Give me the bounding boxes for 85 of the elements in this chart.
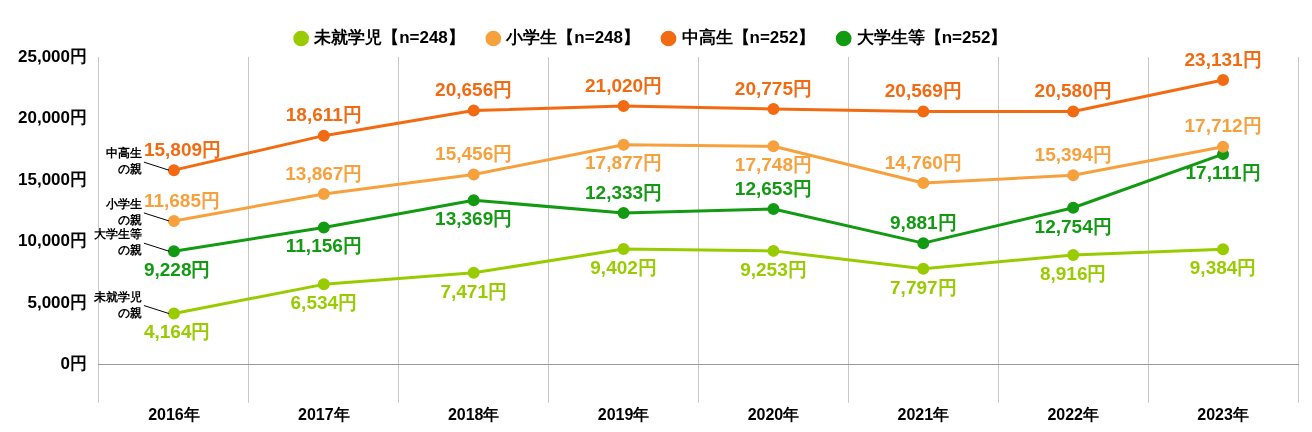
data-label: 12,754円 [1034, 215, 1112, 237]
data-label: 15,809円 [143, 138, 222, 160]
point [317, 278, 330, 291]
point [767, 140, 780, 153]
data-label: 4,164円 [143, 321, 211, 343]
data-label: 13,369円 [435, 207, 513, 229]
data-label: 9,881円 [890, 211, 957, 233]
x-tick-label: 2023年 [1197, 405, 1249, 423]
data-label: 17,111円 [1185, 161, 1261, 183]
data-label: 21,020円 [585, 74, 663, 96]
point [167, 164, 180, 177]
point [917, 237, 930, 250]
x-tick-label: 2016年 [148, 405, 200, 423]
point [1217, 140, 1230, 153]
point [167, 307, 180, 320]
point [617, 243, 630, 256]
point [917, 262, 930, 275]
point [917, 177, 930, 190]
annotation: 小学生の親 [104, 197, 142, 228]
point [617, 138, 630, 151]
point [1217, 243, 1230, 256]
point [1067, 249, 1080, 262]
data-label: 11,156円 [285, 235, 362, 257]
data-label: 15,456円 [435, 143, 513, 165]
data-label: 17,748円 [734, 154, 812, 176]
point [467, 104, 480, 117]
data-label: 20,580円 [1034, 80, 1112, 102]
point [167, 214, 180, 227]
point [1067, 105, 1080, 118]
point [1067, 201, 1080, 214]
data-label: 9,228円 [143, 258, 211, 280]
point [767, 103, 780, 116]
data-label: 11,685円 [143, 189, 221, 211]
data-label: 15,394円 [1034, 144, 1112, 165]
point [767, 203, 780, 216]
point [617, 206, 630, 219]
y-tick-label: 25,000円 [18, 46, 87, 66]
x-tick-label: 2022年 [1047, 405, 1099, 423]
y-tick-label: 20,000円 [18, 108, 87, 128]
y-tick-label: 5,000円 [27, 292, 87, 312]
data-label: 20,569円 [884, 80, 962, 102]
point [167, 245, 180, 258]
annotation: 未就学児の親 [92, 289, 142, 320]
data-label: 18,611円 [285, 104, 362, 126]
y-tick-label: 10,000円 [18, 231, 87, 251]
data-label: 8,916円 [1039, 262, 1107, 284]
data-label: 17,712円 [1184, 115, 1262, 137]
point [1217, 74, 1230, 87]
data-label: 9,384円 [1189, 257, 1257, 278]
x-tick-label: 2020年 [747, 405, 800, 423]
data-label: 23,131円 [1184, 48, 1262, 70]
x-tick-label: 2021年 [897, 405, 950, 423]
data-label: 6,534円 [290, 292, 358, 314]
point [617, 100, 630, 112]
data-label: 20,656円 [435, 79, 513, 101]
point [767, 244, 780, 257]
legend-label: 中高生【n=252】 [681, 28, 816, 48]
annotation: 中高生の親 [105, 146, 142, 177]
point [1067, 169, 1080, 182]
y-tick-label: 0円 [60, 354, 87, 374]
legend-label: 小学生【n=248】 [505, 28, 641, 48]
point [317, 188, 330, 201]
y-tick-label: 15,000円 [18, 169, 87, 189]
point [467, 194, 480, 207]
data-label: 12,333円 [585, 181, 663, 203]
x-tick-label: 2017年 [298, 405, 350, 423]
point [917, 105, 930, 118]
point [467, 168, 480, 181]
annotation: 大学生等の親 [93, 227, 142, 258]
data-label: 12,653円 [734, 177, 812, 199]
legend-label: 大学生等【n=252】 [856, 28, 1008, 48]
data-label: 9,402円 [590, 256, 657, 278]
x-tick-label: 2019年 [597, 405, 650, 423]
data-label: 7,471円 [440, 280, 507, 302]
point [317, 129, 330, 142]
data-label: 17,877円 [585, 152, 663, 174]
point [467, 266, 480, 279]
data-label: 20,775円 [734, 77, 812, 99]
data-label: 14,760円 [884, 151, 962, 173]
data-label: 13,867円 [285, 162, 363, 184]
data-label: 9,253円 [740, 258, 807, 280]
data-label: 7,797円 [890, 276, 957, 298]
point [317, 221, 330, 234]
x-tick-label: 2018年 [447, 405, 500, 423]
legend-label: 未就学児【n=248】 [313, 28, 465, 48]
